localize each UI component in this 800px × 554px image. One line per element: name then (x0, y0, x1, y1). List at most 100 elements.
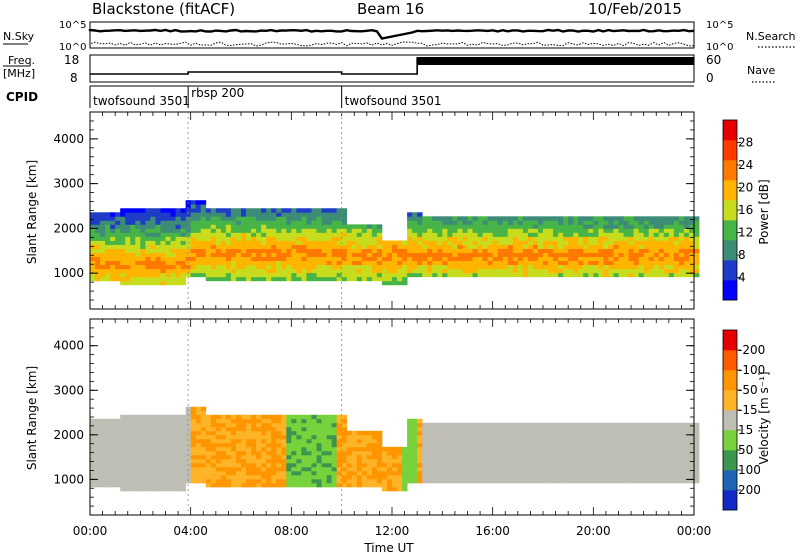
velocity-cell (271, 470, 277, 476)
velocity-cell (492, 478, 499, 484)
velocity-cell (351, 438, 358, 444)
velocity-cell (452, 462, 458, 468)
velocity-cell (412, 430, 418, 436)
power-cell (185, 264, 192, 270)
power-cell (311, 272, 317, 278)
power-cell (558, 264, 564, 270)
velocity-cell (150, 434, 156, 440)
velocity-cell (246, 478, 252, 484)
power-cell (517, 240, 524, 245)
velocity-cell (301, 442, 307, 448)
velocity-cell (643, 466, 650, 472)
power-cell (306, 252, 312, 258)
power-cell (472, 220, 478, 225)
power-cell (432, 248, 438, 253)
power-cell (190, 212, 197, 217)
velocity-cell (437, 438, 443, 444)
velocity-cell (110, 446, 116, 452)
velocity-cell (482, 470, 489, 476)
power-cell (583, 228, 589, 233)
power-cell (663, 232, 670, 237)
power-cell (281, 268, 287, 274)
power-cell (548, 256, 554, 262)
power-cell (205, 260, 212, 266)
freq-unit: [MHz] (3, 67, 35, 80)
power-cell (417, 240, 423, 245)
power-cell (658, 220, 665, 225)
velocity-cell (653, 438, 660, 444)
velocity-cell (477, 426, 483, 432)
power-cell (568, 236, 574, 241)
power-cell (331, 240, 338, 245)
power-cell (276, 240, 282, 245)
power-cell (165, 228, 171, 233)
velocity-cell (412, 422, 418, 428)
power-cell (608, 220, 614, 225)
velocity-cell (427, 430, 433, 436)
velocity-cell (608, 430, 614, 436)
power-cell (175, 244, 181, 249)
velocity-cell (266, 458, 272, 464)
velocity-cell (427, 450, 433, 456)
velocity-cell (175, 426, 181, 432)
velocity-cell (578, 450, 584, 456)
power-cell (235, 244, 242, 249)
velocity-cell (593, 438, 599, 444)
velocity-cell (311, 466, 317, 472)
power-cell (598, 240, 604, 245)
velocity-cell (145, 438, 151, 444)
velocity-cell (452, 454, 458, 460)
power-cell (603, 244, 609, 249)
velocity-cell (215, 470, 222, 476)
power-cell (266, 216, 272, 221)
power-cell (407, 236, 413, 241)
velocity-cell (487, 458, 494, 464)
velocity-cell (210, 418, 217, 424)
power-cell (115, 264, 121, 270)
velocity-cell (583, 462, 589, 468)
velocity-cell (568, 462, 574, 468)
velocity-cell (190, 434, 197, 440)
power-cell (653, 264, 660, 270)
power-cell (376, 272, 383, 278)
power-cell (487, 220, 494, 225)
power-cell (286, 244, 292, 249)
power-cell (442, 236, 448, 241)
velocity-cell (633, 458, 640, 464)
power-cell (417, 264, 423, 270)
power-cell (472, 228, 478, 233)
power-cell (397, 272, 403, 278)
velocity-cell (241, 442, 247, 448)
velocity-cell (366, 478, 373, 484)
velocity-cell (110, 430, 116, 436)
power-cell (548, 220, 554, 225)
power-cell (336, 252, 343, 258)
velocity-cell (648, 446, 655, 452)
cpid-label: CPID (6, 90, 38, 104)
velocity-cell (633, 430, 640, 436)
power-cell (371, 232, 378, 237)
power-cell (100, 220, 106, 225)
power-cell (336, 232, 343, 237)
velocity-cell (397, 446, 403, 452)
velocity-cell (402, 446, 408, 452)
velocity-cell (628, 426, 634, 432)
velocity-cell (160, 478, 166, 484)
power-cell (266, 212, 272, 217)
velocity-cell (537, 470, 544, 476)
colorbar-frame (722, 329, 738, 511)
power-cell (130, 240, 136, 245)
velocity-cell (301, 462, 307, 468)
velocity-cell (195, 454, 202, 460)
power-cell (336, 228, 343, 233)
power-cell (593, 260, 599, 266)
power-cell (558, 244, 564, 249)
velocity-cell (392, 446, 398, 452)
power-cell (527, 256, 534, 262)
power-cell (115, 252, 121, 258)
velocity-cell (658, 430, 665, 436)
power-cell (276, 216, 282, 221)
velocity-cell (266, 442, 272, 448)
velocity-cell (140, 438, 146, 444)
power-cell (507, 252, 514, 258)
